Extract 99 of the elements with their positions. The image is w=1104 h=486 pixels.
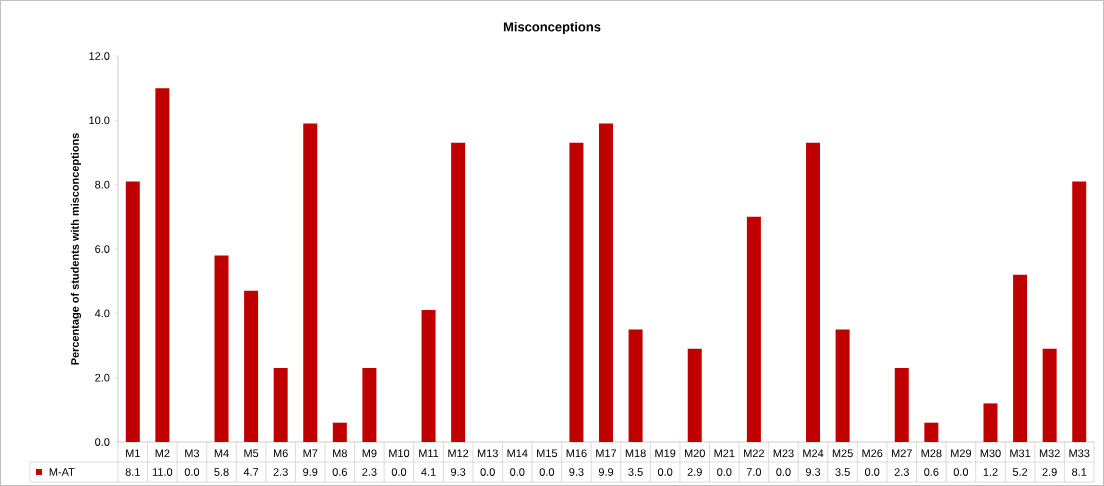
- data-label: 9.9: [303, 468, 318, 476]
- data-label: 0.0: [717, 468, 732, 476]
- data-label: 11.0: [152, 468, 173, 476]
- bar: [569, 142, 584, 442]
- x-tick-label: M28: [921, 449, 942, 458]
- bar: [599, 123, 613, 442]
- x-tick-label: M18: [625, 449, 646, 458]
- data-label: 0.6: [924, 468, 939, 476]
- data-label: 0.0: [391, 468, 407, 476]
- x-tick-label: M15: [537, 449, 558, 458]
- data-label: 3.5: [628, 468, 643, 476]
- x-tick-label: M17: [596, 449, 617, 458]
- data-label: 0.0: [657, 468, 673, 476]
- y-tick-label: 8.0: [95, 180, 110, 189]
- bar: [303, 123, 318, 442]
- x-tick-label: M24: [803, 449, 824, 458]
- data-label: 4.1: [421, 468, 436, 476]
- x-tick-label: M23: [773, 449, 794, 458]
- x-tick-label: M33: [1069, 449, 1090, 458]
- bar: [451, 142, 466, 442]
- data-label: 0.0: [184, 468, 200, 476]
- data-label: 9.3: [805, 468, 821, 476]
- x-tick-label: M31: [1010, 449, 1031, 458]
- data-label: 5.8: [214, 468, 229, 476]
- bar: [244, 290, 259, 442]
- x-tick-label: M1: [126, 449, 140, 458]
- x-tick-label: M4: [214, 449, 229, 458]
- x-tick-label: M10: [389, 449, 410, 458]
- legend-label: M-AT: [49, 468, 75, 476]
- y-tick-label: 2.0: [95, 373, 110, 382]
- bar: [1042, 348, 1057, 442]
- y-tick-label: 12.0: [89, 52, 110, 60]
- bar: [1013, 274, 1028, 442]
- x-tick-label: M12: [448, 449, 469, 458]
- x-tick-label: M20: [684, 449, 705, 458]
- x-tick-label: M11: [419, 449, 439, 458]
- x-tick-label: M26: [862, 449, 883, 458]
- x-tick-label: M27: [892, 449, 912, 458]
- x-tick-label: M14: [507, 449, 528, 458]
- x-tick-label: M8: [333, 449, 347, 458]
- x-tick-label: M22: [744, 449, 764, 458]
- bar: [362, 368, 377, 442]
- data-label: 0.0: [953, 468, 969, 476]
- data-label: 2.9: [1042, 468, 1057, 476]
- x-tick-label: M2: [155, 449, 170, 458]
- y-tick-label: 4.0: [94, 309, 110, 318]
- data-label: 2.3: [894, 468, 909, 476]
- data-label: 0.0: [510, 468, 525, 476]
- x-tick-label: M30: [980, 449, 1001, 458]
- y-tick-label: 10.0: [89, 116, 110, 125]
- data-label: 0.0: [539, 468, 555, 476]
- data-label: 9.3: [451, 468, 466, 476]
- bar: [746, 216, 761, 442]
- x-tick-label: M6: [273, 449, 288, 458]
- data-label: 7.0: [746, 468, 762, 476]
- y-tick-label: 0.0: [95, 438, 110, 446]
- data-label: 2.3: [362, 468, 377, 476]
- data-label: 0.0: [776, 468, 791, 476]
- x-tick-label: M25: [832, 449, 853, 458]
- data-label: 8.1: [1072, 468, 1087, 476]
- data-label: 9.3: [569, 468, 584, 476]
- x-tick-label: M13: [477, 449, 498, 458]
- data-label: 1.2: [983, 468, 998, 476]
- data-label: 2.9: [687, 468, 702, 476]
- bar: [125, 181, 140, 442]
- x-tick-label: M7: [303, 449, 318, 458]
- bar: [332, 422, 347, 442]
- y-tick-label: 6.0: [95, 245, 110, 253]
- bar: [214, 255, 229, 442]
- data-label: 0.6: [332, 468, 347, 476]
- bar: [273, 368, 288, 442]
- bar: [628, 329, 643, 442]
- data-label: 9.9: [598, 468, 614, 476]
- data-label: 4.7: [243, 468, 259, 476]
- bar: [1072, 181, 1087, 442]
- data-label: 5.2: [1012, 468, 1028, 476]
- x-tick-label: M21: [714, 449, 735, 458]
- x-tick-label: M16: [566, 449, 587, 458]
- x-tick-label: M32: [1039, 449, 1060, 458]
- bar: [894, 368, 909, 442]
- data-label: 0.0: [864, 468, 880, 476]
- x-tick-label: M5: [244, 449, 259, 458]
- x-tick-label: M9: [362, 449, 377, 458]
- x-tick-label: M19: [655, 449, 676, 458]
- x-tick-label: M29: [951, 449, 972, 458]
- bar: [421, 310, 436, 442]
- data-label: 8.1: [125, 468, 140, 476]
- bar: [806, 142, 821, 442]
- bar: [983, 403, 998, 442]
- data-label: 3.5: [835, 468, 850, 476]
- x-tick-label: M3: [185, 449, 200, 458]
- bar: [924, 422, 939, 442]
- y-axis-title: Percentage of students with misconceptions: [70, 133, 82, 365]
- bar: [155, 88, 170, 442]
- chart-title: Misconceptions: [503, 21, 601, 35]
- bar: [687, 348, 702, 442]
- bar: [835, 329, 850, 442]
- data-label: 0.0: [480, 468, 495, 476]
- data-label: 2.3: [273, 468, 288, 476]
